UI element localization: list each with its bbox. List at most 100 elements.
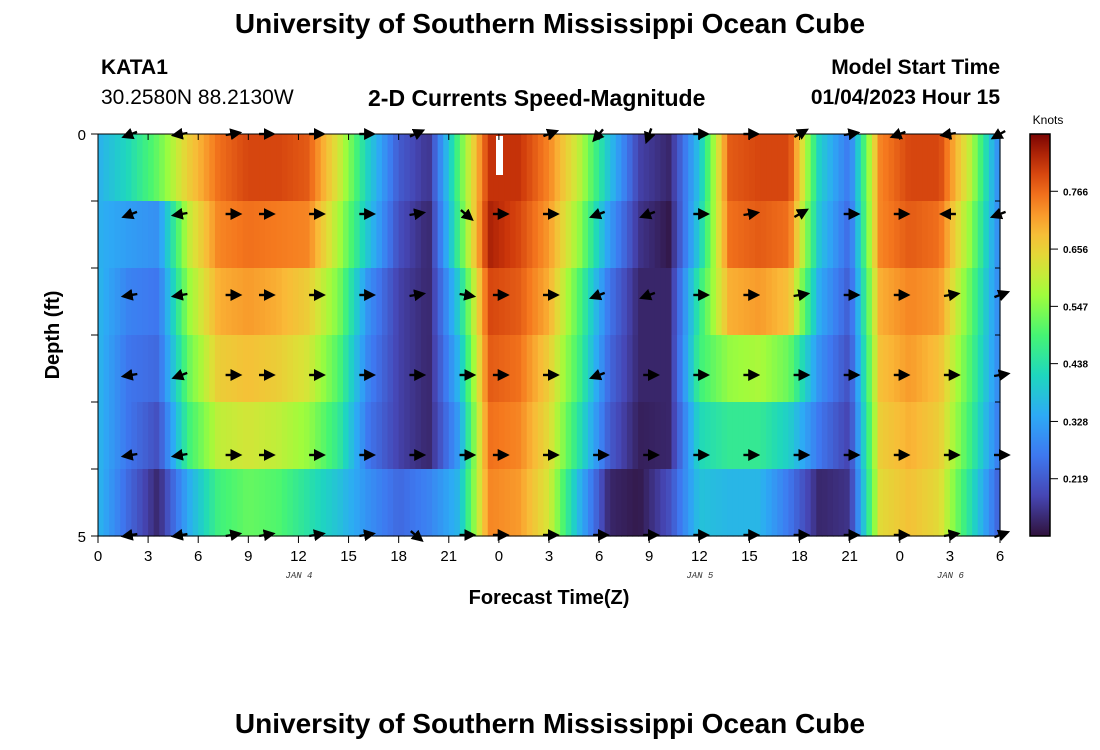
heat-cell (665, 201, 673, 269)
heat-cell (448, 469, 455, 537)
heat-cell (331, 402, 339, 470)
heat-cell (821, 201, 828, 269)
heat-cell (543, 335, 550, 403)
heat-cell (738, 469, 745, 537)
heat-cell (209, 134, 216, 202)
heat-cell (922, 402, 929, 470)
heat-cell (420, 201, 428, 269)
heat-cell (214, 201, 222, 269)
heat-cell (910, 335, 918, 403)
colorbar-label: Knots (1033, 113, 1064, 127)
heat-cell (342, 201, 350, 269)
heat-cell (498, 335, 506, 403)
heat-cell (459, 134, 467, 202)
heat-cell (504, 268, 511, 336)
heat-cell (693, 335, 700, 403)
heat-cell (827, 201, 834, 269)
heat-cell (593, 469, 600, 537)
heat-cell (493, 201, 500, 269)
heat-cell (231, 402, 238, 470)
heat-cell (242, 134, 249, 202)
heat-cell (665, 469, 673, 537)
heat-cell (125, 134, 133, 202)
heat-cell (832, 134, 840, 202)
heat-cell (799, 201, 806, 269)
heat-cell (114, 335, 121, 403)
heat-cell (827, 335, 834, 403)
heat-cell (894, 201, 901, 269)
heat-cell (315, 134, 322, 202)
x-tick-label: 6 (595, 548, 603, 565)
heat-cell (198, 402, 205, 470)
heat-cell (287, 469, 294, 537)
heat-cell (309, 268, 316, 336)
heat-cell (381, 402, 389, 470)
heat-cell (727, 268, 734, 336)
heat-cell (944, 469, 951, 537)
heat-cell (320, 201, 327, 269)
heat-cell (515, 268, 522, 336)
heat-cell (387, 134, 394, 202)
heat-cell (365, 469, 372, 537)
heat-cell (632, 335, 639, 403)
heat-cell (888, 268, 895, 336)
heat-cell (114, 134, 121, 202)
heat-cell (181, 201, 188, 269)
heat-cell (409, 134, 416, 202)
heat-cell (543, 201, 550, 269)
heat-cell (114, 469, 121, 537)
heat-cell (142, 469, 149, 537)
heat-cell (933, 134, 940, 202)
heat-cell (103, 469, 110, 537)
heat-cell (994, 201, 1001, 269)
heat-cell (170, 268, 177, 336)
heat-cell (910, 201, 918, 269)
heat-cell (832, 469, 840, 537)
y-axis: 05 (78, 127, 1000, 546)
heat-cell (409, 402, 416, 470)
heat-cell (125, 469, 133, 537)
heat-cell (955, 268, 962, 336)
heat-cell (326, 201, 333, 269)
heat-cell (510, 201, 517, 269)
heat-cell (493, 469, 500, 537)
heat-cell (170, 469, 177, 537)
heat-cell (738, 335, 745, 403)
heat-cell (827, 268, 834, 336)
heat-cell (788, 201, 795, 269)
heat-cell (537, 268, 545, 336)
heat-cell (326, 469, 333, 537)
heat-cell (510, 469, 517, 537)
heat-cell (593, 201, 600, 269)
heat-cell (476, 201, 483, 269)
heat-cell (354, 268, 361, 336)
x-axis: 0 3 6 9 12 15 18 21 0 3 6 9 12 15 18 21 0 3 6 JAN 4 JAN 5 JAN… (94, 134, 1004, 581)
heat-cell (237, 402, 244, 470)
heat-cell (331, 469, 339, 537)
heat-cell (777, 335, 784, 403)
heat-cell (799, 335, 806, 403)
heat-cell (604, 469, 611, 537)
heat-cell (788, 134, 795, 202)
heat-cell (665, 402, 673, 470)
heat-cell (114, 268, 121, 336)
heat-cell (699, 201, 706, 269)
heat-cell (638, 134, 645, 202)
heat-cell (677, 268, 684, 336)
heat-cell (432, 402, 439, 470)
heat-cell (532, 402, 539, 470)
heat-cell (398, 268, 405, 336)
heat-cell (727, 335, 734, 403)
heat-cell (621, 402, 628, 470)
heat-cell (237, 335, 244, 403)
heat-cell (415, 268, 422, 336)
heat-cell (342, 134, 350, 202)
heat-cell (420, 469, 428, 537)
heat-cell (604, 402, 611, 470)
heat-cell (615, 402, 622, 470)
heat-cell (420, 134, 428, 202)
heat-cell (777, 469, 784, 537)
heat-cell (164, 335, 171, 403)
heat-cell (810, 201, 817, 269)
heat-cell (755, 268, 762, 336)
